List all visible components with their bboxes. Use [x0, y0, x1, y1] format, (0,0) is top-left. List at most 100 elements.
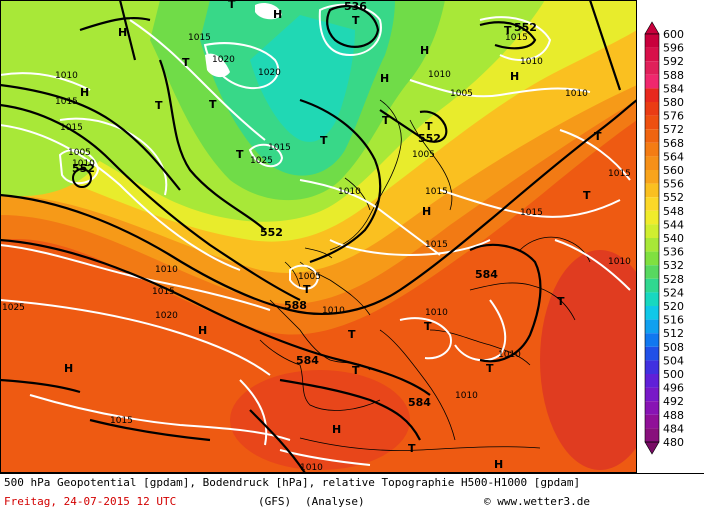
pressure-label: 1015: [110, 416, 133, 426]
legend-swatch: [645, 74, 659, 89]
legend-label: 588: [663, 69, 684, 82]
legend-label: 520: [663, 300, 684, 313]
sea-ice-svalbard: [255, 3, 282, 20]
legend-bar: [644, 21, 660, 455]
legend-label: 540: [663, 232, 684, 245]
valid-date: Freitag, 24-07-2015 12 UTC: [4, 495, 177, 508]
legend-label: 512: [663, 327, 684, 340]
legend-swatch: [645, 238, 659, 252]
legend-swatch: [645, 346, 659, 361]
pressure-label: 1010: [72, 159, 95, 169]
low-marker: T: [583, 189, 591, 202]
high-markers: H H H H H H H H H H H: [64, 8, 519, 471]
pressure-label: 1005: [412, 150, 435, 160]
map-frame: [0, 0, 637, 473]
legend-label: 556: [663, 178, 684, 191]
legend-swatch: [645, 428, 659, 442]
legend-swatch: [645, 414, 659, 429]
low-marker: T: [425, 120, 433, 133]
legend-arrow-bottom: [644, 441, 660, 455]
pressure-label: 1010: [55, 71, 78, 81]
pressure-label: 1010: [300, 463, 323, 473]
isobars: [0, 3, 631, 466]
low-markers: T T T T T T T T T T T T T T T T T T T: [155, 0, 602, 455]
high-marker: H: [422, 205, 431, 218]
high-marker: H: [420, 44, 429, 57]
shade-west-green: [0, 40, 109, 197]
weather-map: 1015 1020 1020 1015 1010 1005 1010 1015 …: [0, 0, 637, 473]
geopotential-label: 552: [514, 21, 537, 34]
model-name: (GFS): [258, 495, 292, 508]
geopotential-lines: [0, 0, 637, 473]
credit-link[interactable]: © www.wetter3.de: [484, 495, 590, 508]
geopotential-label: 584: [475, 268, 498, 281]
legend-swatch: [645, 374, 659, 388]
legend-swatch: [645, 115, 659, 130]
legend-label: 560: [663, 164, 684, 177]
pressure-label: 1010: [455, 391, 478, 401]
pressure-label: 1010: [425, 308, 448, 318]
pressure-label: 1015: [520, 208, 543, 218]
legend-swatch: [645, 34, 659, 48]
legend-label: 496: [663, 382, 684, 395]
low-marker: T: [352, 14, 360, 27]
pressure-label: 1015: [425, 240, 448, 250]
legend-swatch: [645, 387, 659, 402]
pressure-label: 1005: [68, 148, 91, 158]
legend-label: 516: [663, 314, 684, 327]
low-marker: T: [594, 130, 602, 143]
legend-label: 544: [663, 218, 684, 231]
color-legend: 6005965925885845805765725685645605565525…: [637, 0, 704, 473]
legend-swatch: [645, 183, 659, 198]
legend-frame: [644, 33, 660, 443]
low-marker: T: [382, 114, 390, 127]
high-marker: H: [198, 324, 207, 337]
pressure-label: 1015: [608, 169, 631, 179]
low-marker: T: [155, 99, 163, 112]
geopotential-label: 584: [408, 396, 431, 409]
legend-label: 600: [663, 28, 684, 41]
high-marker: H: [80, 86, 89, 99]
low-marker: T: [303, 283, 311, 296]
legend-label: 536: [663, 246, 684, 259]
pressure-label: 1010: [608, 257, 631, 267]
pressure-label: 1015: [268, 143, 291, 153]
legend-swatch: [645, 197, 659, 211]
geopotential-label: 588: [284, 299, 307, 312]
legend-swatch: [645, 61, 659, 75]
geopotential-label: 584: [296, 354, 319, 367]
high-marker: H: [273, 8, 282, 21]
pressure-label: 1010: [322, 306, 345, 316]
legend-swatch: [645, 360, 659, 374]
legend-label: 504: [663, 354, 684, 367]
pressure-label: 1005: [298, 272, 321, 282]
legend-swatch: [645, 156, 659, 170]
legend-swatch: [645, 102, 659, 116]
legend-swatch: [645, 129, 659, 143]
low-marker: T: [209, 98, 217, 111]
geopotential-label: 552: [260, 226, 283, 239]
low-marker: T: [348, 328, 356, 341]
legend-label: 592: [663, 55, 684, 68]
low-marker: T: [504, 24, 512, 37]
low-center-ring: [72, 168, 92, 188]
legend-label: 548: [663, 205, 684, 218]
low-marker: T: [320, 134, 328, 147]
legend-label: 528: [663, 273, 684, 286]
legend-label: 508: [663, 341, 684, 354]
low-marker: T: [557, 295, 565, 308]
low-marker: T: [352, 364, 360, 377]
pressure-label: 1010: [338, 187, 361, 197]
legend-swatch: [645, 47, 659, 62]
pressure-label: 1005: [450, 89, 473, 99]
legend-label: 480: [663, 436, 684, 449]
legend-swatch: [645, 333, 659, 347]
high-marker: H: [510, 70, 519, 83]
legend-label: 552: [663, 191, 684, 204]
pressure-label: 1015: [425, 187, 448, 197]
legend-labels: 6005965925885845805765725685645605565525…: [663, 28, 684, 449]
legend-swatch: [645, 401, 659, 415]
legend-swatch: [645, 142, 659, 157]
shade-hot-spain: [230, 370, 410, 470]
geopotential-labels: 536 552 552 552 552 584 584 588 584: [72, 0, 537, 409]
